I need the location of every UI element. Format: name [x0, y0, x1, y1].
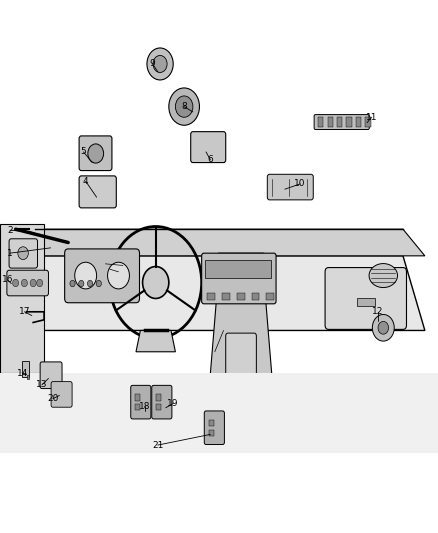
Bar — [207, 293, 215, 300]
Text: 1: 1 — [7, 249, 13, 257]
Bar — [356, 117, 361, 127]
Circle shape — [147, 48, 173, 80]
Circle shape — [108, 262, 130, 289]
Bar — [156, 394, 161, 401]
Text: 14: 14 — [17, 369, 28, 377]
FancyBboxPatch shape — [79, 136, 112, 171]
Text: 5: 5 — [81, 148, 86, 156]
Bar — [337, 117, 342, 127]
Circle shape — [372, 314, 394, 341]
FancyBboxPatch shape — [65, 249, 139, 303]
FancyBboxPatch shape — [152, 385, 172, 419]
Circle shape — [378, 321, 389, 334]
Circle shape — [169, 88, 199, 125]
Text: 17: 17 — [19, 308, 30, 316]
FancyBboxPatch shape — [226, 333, 256, 392]
FancyBboxPatch shape — [51, 382, 72, 407]
Bar — [135, 404, 140, 410]
Text: 16: 16 — [2, 276, 13, 284]
Polygon shape — [14, 256, 425, 330]
Bar — [251, 293, 259, 300]
Bar — [156, 404, 161, 410]
Text: 9: 9 — [150, 60, 155, 68]
Circle shape — [142, 266, 169, 298]
Circle shape — [153, 55, 167, 72]
FancyBboxPatch shape — [191, 132, 226, 163]
FancyBboxPatch shape — [201, 253, 276, 304]
Bar — [208, 420, 214, 426]
Polygon shape — [206, 266, 276, 426]
Text: 12: 12 — [372, 308, 383, 316]
Polygon shape — [0, 224, 44, 373]
Bar — [22, 361, 29, 377]
FancyBboxPatch shape — [217, 253, 265, 285]
Circle shape — [70, 280, 75, 287]
Bar — [328, 117, 333, 127]
Text: 18: 18 — [139, 402, 151, 410]
Text: 20: 20 — [47, 394, 59, 403]
Circle shape — [37, 279, 43, 287]
Circle shape — [88, 280, 93, 287]
Polygon shape — [14, 229, 425, 256]
Bar — [205, 260, 271, 278]
Circle shape — [75, 262, 97, 289]
FancyBboxPatch shape — [131, 385, 151, 419]
Text: 21: 21 — [152, 441, 163, 449]
FancyBboxPatch shape — [40, 362, 62, 389]
Polygon shape — [136, 330, 175, 352]
Circle shape — [30, 279, 36, 287]
Bar — [135, 394, 140, 401]
Bar — [222, 293, 230, 300]
Bar — [237, 293, 244, 300]
Bar — [346, 117, 352, 127]
Circle shape — [175, 96, 193, 117]
Bar — [27, 375, 29, 379]
Bar — [266, 293, 274, 300]
Ellipse shape — [369, 264, 398, 288]
Circle shape — [18, 247, 28, 260]
Bar — [365, 117, 371, 127]
Text: 6: 6 — [208, 156, 213, 164]
Bar — [318, 117, 323, 127]
Text: 19: 19 — [167, 399, 179, 408]
FancyBboxPatch shape — [314, 115, 369, 130]
Bar — [208, 430, 214, 436]
Circle shape — [96, 280, 102, 287]
Circle shape — [13, 279, 19, 287]
Circle shape — [79, 280, 84, 287]
Text: 10: 10 — [294, 180, 306, 188]
FancyBboxPatch shape — [325, 268, 406, 329]
Text: 8: 8 — [181, 102, 187, 111]
Text: 2: 2 — [7, 226, 13, 235]
Text: 13: 13 — [36, 381, 48, 389]
Bar — [357, 298, 374, 306]
FancyBboxPatch shape — [7, 270, 49, 296]
Circle shape — [21, 279, 28, 287]
FancyBboxPatch shape — [267, 174, 313, 200]
Text: 11: 11 — [366, 113, 377, 122]
Text: 4: 4 — [83, 177, 88, 185]
FancyBboxPatch shape — [79, 176, 117, 208]
Polygon shape — [0, 373, 438, 453]
Circle shape — [88, 144, 104, 163]
FancyBboxPatch shape — [9, 239, 38, 268]
FancyBboxPatch shape — [204, 411, 224, 445]
